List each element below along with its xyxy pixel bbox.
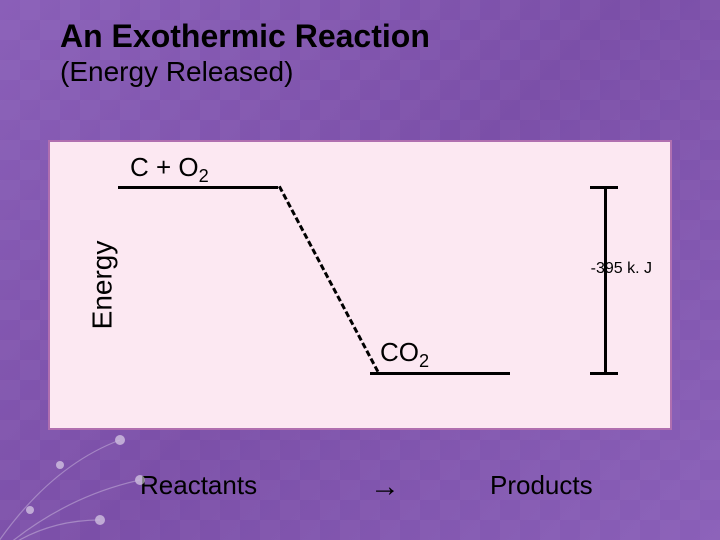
energy-delta-label: -395 k. J xyxy=(591,260,652,278)
reactant-formula: C + O2 xyxy=(130,152,209,187)
slide-content: An Exothermic Reaction (Energy Released)… xyxy=(0,0,720,540)
reactant-plateau-line xyxy=(118,186,278,189)
products-label: Products xyxy=(490,470,593,501)
slide-title: An Exothermic Reaction xyxy=(60,18,430,55)
reactant-base: C + O xyxy=(130,152,199,182)
energy-diagram: Energy C + O2 CO2 -395 k. J xyxy=(48,140,672,430)
product-plateau-line xyxy=(370,372,510,375)
reactants-label: Reactants xyxy=(140,470,257,501)
slide-subtitle: (Energy Released) xyxy=(60,56,293,88)
bracket-top-tick xyxy=(590,186,618,189)
reaction-arrow-icon: → xyxy=(370,470,400,504)
product-base: CO xyxy=(380,337,419,367)
product-formula: CO2 xyxy=(380,337,429,372)
y-axis-label: Energy xyxy=(86,241,118,330)
bracket-vertical xyxy=(604,186,607,375)
reactant-sub: 2 xyxy=(199,166,209,186)
product-sub: 2 xyxy=(419,351,429,371)
bracket-bottom-tick xyxy=(590,372,618,375)
energy-drop-dash xyxy=(278,186,379,373)
